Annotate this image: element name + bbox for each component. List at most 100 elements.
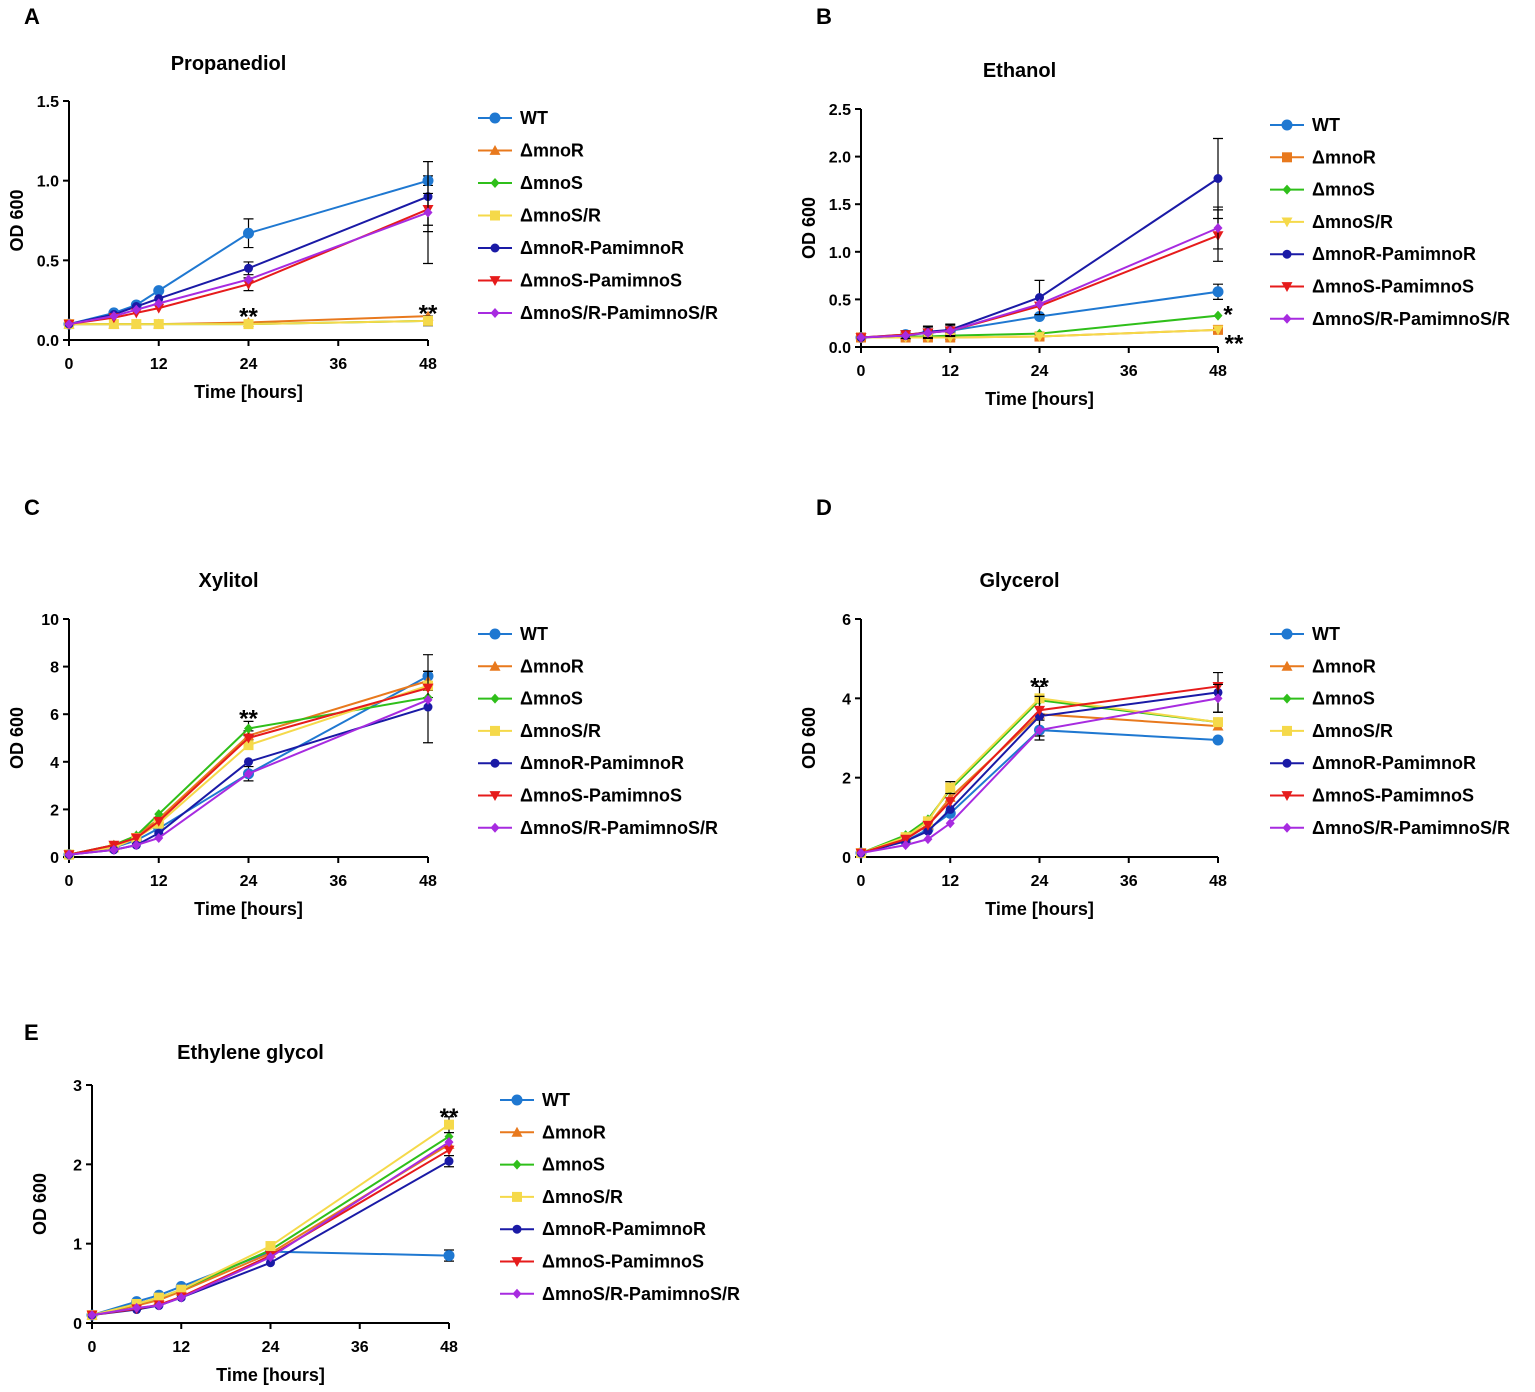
y-tick-label: 0.5 xyxy=(829,292,851,309)
series-line xyxy=(860,685,1219,854)
data-point xyxy=(1213,310,1223,321)
series-line xyxy=(861,328,1219,339)
data-point xyxy=(244,757,253,767)
data-point xyxy=(153,285,165,297)
series-line xyxy=(91,1250,450,1317)
x-tick-label: 48 xyxy=(1209,363,1227,380)
data-point xyxy=(266,1258,275,1268)
chart-title: Ethylene glycol xyxy=(177,1042,324,1064)
data-point xyxy=(1213,173,1223,183)
data-point xyxy=(923,327,933,338)
legend-marker xyxy=(512,1159,522,1170)
data-point xyxy=(265,1241,276,1252)
legend-label: ΔmnoR-PamimnoR xyxy=(1312,753,1476,773)
legend-marker xyxy=(489,628,501,640)
legend-marker xyxy=(489,660,501,671)
axes xyxy=(91,1085,449,1324)
data-point xyxy=(154,832,164,843)
legend-label: ΔmnoS/R xyxy=(1312,212,1393,232)
data-point xyxy=(64,319,74,330)
data-point xyxy=(923,834,933,845)
data-point xyxy=(243,227,254,239)
legend-marker xyxy=(511,1094,523,1106)
legend-label: ΔmnoS/R-PamimnoS/R xyxy=(1312,818,1510,838)
legend-marker xyxy=(490,178,500,188)
legend-label: ΔmnoR-PamimnoR xyxy=(520,753,684,773)
legend-label: WT xyxy=(520,624,548,644)
data-point xyxy=(1035,299,1044,310)
legend-label: WT xyxy=(542,1090,570,1110)
x-tick-label: 24 xyxy=(262,1339,280,1356)
legend-marker xyxy=(1281,628,1293,640)
series-line xyxy=(68,195,429,326)
legend-marker xyxy=(511,1126,523,1137)
data-point xyxy=(444,1156,454,1166)
chart-panel-a: A Propanediol 0.0 0.5 1.0 1.5 0 12 24 36 48 Time [h… xyxy=(7,4,718,402)
data-point xyxy=(244,723,253,734)
legend-label: ΔmnoS/R-PamimnoS/R xyxy=(520,818,718,838)
data-point xyxy=(423,315,433,326)
legend-label: ΔmnoR-PamimnoR xyxy=(1312,244,1476,264)
data-point xyxy=(1035,292,1044,302)
legend-marker xyxy=(1282,152,1292,163)
data-point xyxy=(945,804,955,814)
legend-marker xyxy=(1282,313,1292,324)
legend-label: WT xyxy=(1312,624,1340,644)
data-point xyxy=(109,311,119,322)
data-point xyxy=(856,332,866,343)
x-tick-label: 36 xyxy=(1120,873,1138,890)
data-point xyxy=(856,848,866,859)
legend: WT ΔmnoR ΔmnoS ΔmnoS/R ΔmnoR-PamimnoR ΔmnoS-P… xyxy=(478,624,718,838)
data-point xyxy=(131,840,141,851)
series-line xyxy=(68,179,429,326)
legend-marker xyxy=(490,693,500,704)
panel-letter: C xyxy=(24,495,40,520)
x-tick-label: 24 xyxy=(1031,363,1049,380)
series-ΔmnoS-PamimnoS xyxy=(63,683,434,861)
data-point xyxy=(130,833,142,844)
y-tick-label: 0.5 xyxy=(37,253,59,270)
series-line xyxy=(68,208,429,326)
x-tick-label: 36 xyxy=(1120,363,1138,380)
legend-label: ΔmnoS/R xyxy=(520,206,601,226)
series-line xyxy=(860,697,1219,854)
y-tick-label: 8 xyxy=(50,660,59,677)
series-line xyxy=(91,1135,450,1317)
x-tick-label: 24 xyxy=(240,356,258,373)
legend-marker xyxy=(490,210,500,221)
series-line xyxy=(91,1160,450,1317)
data-point xyxy=(1213,223,1223,233)
y-tick-label: 1 xyxy=(73,1237,82,1254)
y-tick-label: 0 xyxy=(842,850,851,867)
legend-label: ΔmnoR xyxy=(1312,656,1376,676)
y-tick-label: 0.0 xyxy=(37,333,59,350)
y-tick-label: 0 xyxy=(73,1316,82,1333)
x-tick-label: 12 xyxy=(941,363,959,380)
legend-marker xyxy=(1281,282,1293,292)
data-point xyxy=(1213,717,1223,728)
x-tick-label: 0 xyxy=(857,873,866,890)
y-tick-label: 1.5 xyxy=(829,197,851,214)
legend-marker xyxy=(489,791,501,801)
legend-label: ΔmnoS-PamimnoS xyxy=(1312,786,1474,806)
y-axis-label: OD 600 xyxy=(30,1173,50,1235)
x-axis-label: Time [hours] xyxy=(216,1365,325,1385)
data-point xyxy=(444,1137,454,1148)
chart-title: Xylitol xyxy=(198,570,258,592)
legend-label: ΔmnoS xyxy=(542,1155,605,1175)
y-tick-label: 3 xyxy=(73,1078,82,1095)
legend-marker xyxy=(1281,119,1293,131)
data-point xyxy=(153,303,165,314)
legend: WT ΔmnoR ΔmnoS ΔmnoS/R ΔmnoR-PamimnoR ΔmnoS-P… xyxy=(500,1090,740,1304)
legend-marker xyxy=(1282,249,1292,259)
legend-label: ΔmnoS/R-PamimnoS/R xyxy=(520,303,718,323)
data-point xyxy=(64,849,74,860)
series-line xyxy=(68,687,429,856)
data-point xyxy=(131,304,141,315)
data-point xyxy=(243,733,254,744)
data-point xyxy=(1212,286,1224,298)
series-ΔmnoS/R-PamimnoS/R xyxy=(856,206,1223,343)
